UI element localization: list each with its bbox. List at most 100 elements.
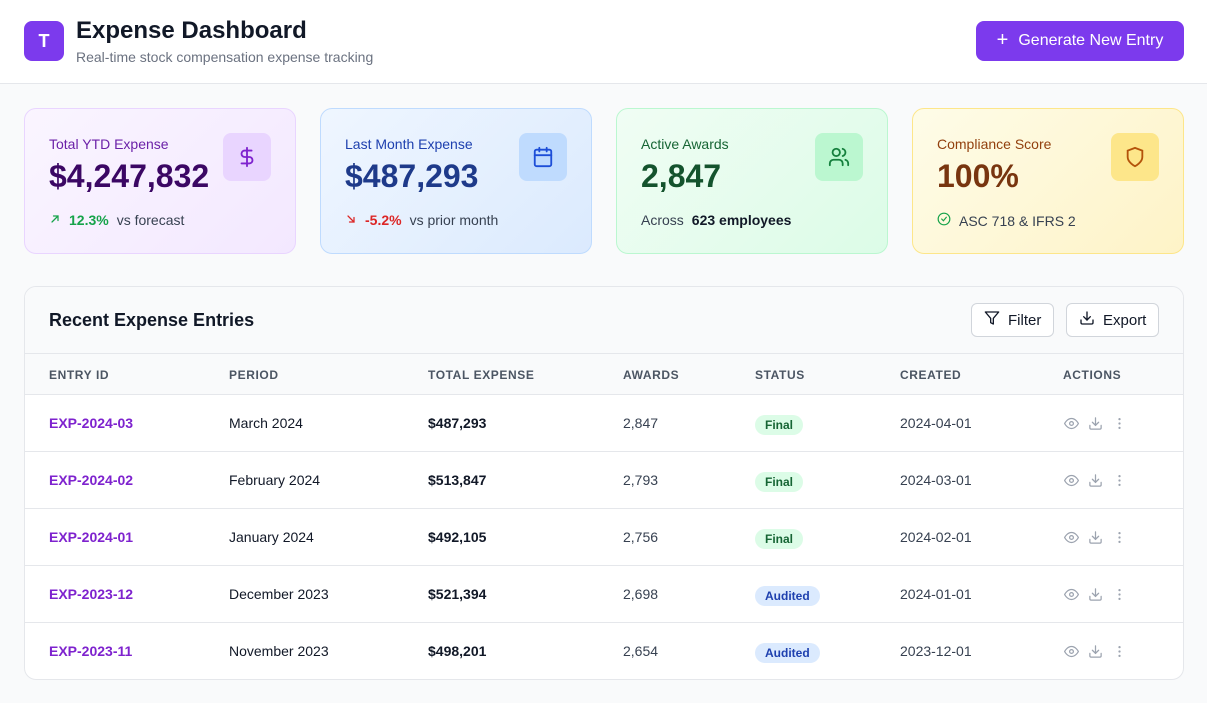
download-icon[interactable]: [1087, 586, 1103, 602]
period-cell: January 2024: [229, 529, 314, 545]
column-header-status[interactable]: STATUS: [755, 368, 805, 382]
users-icon: [815, 133, 863, 181]
delta-value: 12.3%: [69, 212, 109, 228]
status-badge: Final: [755, 415, 804, 435]
created-cell: 2024-01-01: [900, 586, 972, 602]
column-header-total-expense[interactable]: TOTAL EXPENSE: [428, 368, 535, 382]
column-header-awards[interactable]: AWARDS: [623, 368, 680, 382]
card-value: $487,293: [345, 158, 479, 194]
total-expense-cell: $513,847: [428, 472, 487, 488]
card-value: 100%: [937, 158, 1019, 194]
employees-prefix: Across: [641, 212, 684, 228]
row-actions: [1063, 529, 1127, 545]
eye-icon[interactable]: [1063, 415, 1079, 431]
eye-icon[interactable]: [1063, 529, 1079, 545]
download-icon: [1079, 310, 1095, 330]
row-actions: [1063, 472, 1127, 488]
eye-icon[interactable]: [1063, 586, 1079, 602]
status-badge: Audited: [755, 643, 820, 663]
table-row[interactable]: EXP-2024-01 January 2024 $492,105 2,756 Fina…: [25, 509, 1183, 566]
period-cell: November 2023: [229, 643, 329, 659]
shield-icon: [1111, 133, 1159, 181]
more-vertical-icon[interactable]: [1111, 529, 1127, 545]
filter-icon: [984, 310, 1000, 330]
download-icon[interactable]: [1087, 472, 1103, 488]
period-cell: March 2024: [229, 415, 303, 431]
more-vertical-icon[interactable]: [1111, 472, 1127, 488]
trend-up-icon: [49, 212, 61, 228]
card-label: Compliance Score: [937, 136, 1052, 152]
export-label: Export: [1103, 311, 1147, 329]
created-cell: 2023-12-01: [900, 643, 972, 659]
card-label: Active Awards: [641, 136, 729, 152]
card-label: Total YTD Expense: [49, 136, 169, 152]
card-footer: ASC 718 & IFRS 2: [937, 212, 1076, 229]
total-expense-cell: $498,201: [428, 643, 487, 659]
last-month-expense-card: Last Month Expense $487,293 -5.2% vs pri…: [320, 108, 592, 254]
entry-id-link[interactable]: EXP-2024-01: [49, 529, 134, 545]
compliance-standards: ASC 718 & IFRS 2: [959, 212, 1076, 229]
expense-entries-table: Recent Expense Entries Filter Export ENT…: [24, 286, 1184, 680]
entry-id-link[interactable]: EXP-2023-11: [49, 643, 133, 659]
awards-cell: 2,654: [623, 643, 659, 659]
column-header-row: ENTRY ID PERIOD TOTAL EXPENSE AWARDS STA…: [25, 354, 1183, 395]
status-badge: Final: [755, 472, 804, 492]
status-badge: Final: [755, 529, 804, 549]
created-cell: 2024-04-01: [900, 415, 972, 431]
card-footer: 12.3% vs forecast: [49, 212, 184, 228]
more-vertical-icon[interactable]: [1111, 643, 1127, 659]
more-vertical-icon[interactable]: [1111, 586, 1127, 602]
column-header-period[interactable]: PERIOD: [229, 368, 279, 382]
delta-caption: vs forecast: [116, 212, 185, 228]
delta-caption: vs prior month: [409, 212, 499, 228]
table-row[interactable]: EXP-2023-12 December 2023 $521,394 2,698 Aud…: [25, 566, 1183, 623]
status-badge: Audited: [755, 586, 820, 606]
period-cell: February 2024: [229, 472, 321, 488]
table-row[interactable]: EXP-2024-02 February 2024 $513,847 2,793 Fin…: [25, 452, 1183, 509]
eye-icon[interactable]: [1063, 472, 1079, 488]
awards-cell: 2,847: [623, 415, 659, 431]
total-expense-cell: $521,394: [428, 586, 487, 602]
dollar-icon: [223, 133, 271, 181]
total-expense-cell: $492,105: [428, 529, 487, 545]
created-cell: 2024-03-01: [900, 472, 972, 488]
row-actions: [1063, 586, 1127, 602]
generate-new-entry-button[interactable]: + Generate New Entry: [976, 21, 1184, 61]
row-actions: [1063, 415, 1127, 431]
ytd-expense-card: Total YTD Expense $4,247,832 12.3% vs fo…: [24, 108, 296, 254]
download-icon[interactable]: [1087, 529, 1103, 545]
entry-id-link[interactable]: EXP-2024-02: [49, 472, 134, 488]
awards-cell: 2,698: [623, 586, 659, 602]
page-subtitle: Real-time stock compensation expense tra…: [76, 49, 374, 65]
table-row[interactable]: EXP-2024-03 March 2024 $487,293 2,847 Final 2…: [25, 395, 1183, 452]
entry-id-link[interactable]: EXP-2024-03: [49, 415, 134, 431]
awards-cell: 2,756: [623, 529, 659, 545]
card-label: Last Month Expense: [345, 136, 473, 152]
filter-button[interactable]: Filter: [971, 303, 1054, 337]
generate-new-entry-label: Generate New Entry: [1018, 32, 1164, 49]
delta-value: -5.2%: [365, 212, 402, 228]
table-row[interactable]: EXP-2023-11 November 2023 $498,201 2,654 Aud…: [25, 623, 1183, 679]
column-header-entry-id[interactable]: ENTRY ID: [49, 368, 110, 382]
eye-icon[interactable]: [1063, 643, 1079, 659]
table-title: Recent Expense Entries: [49, 310, 255, 330]
download-icon[interactable]: [1087, 415, 1103, 431]
column-header-created[interactable]: CREATED: [900, 368, 962, 382]
app-logo: T: [24, 21, 64, 61]
total-expense-cell: $487,293: [428, 415, 487, 431]
export-button[interactable]: Export: [1066, 303, 1159, 337]
table-header: Recent Expense Entries Filter Export: [25, 287, 1183, 354]
card-footer: Across 623 employees: [641, 212, 791, 228]
employee-count: 623 employees: [691, 212, 792, 228]
trend-down-icon: [345, 212, 357, 228]
compliance-score-card: Compliance Score 100% ASC 718 & IFRS 2: [912, 108, 1184, 254]
download-icon[interactable]: [1087, 643, 1103, 659]
check-circle-icon: [937, 212, 951, 229]
plus-icon: +: [996, 29, 1009, 51]
more-vertical-icon[interactable]: [1111, 415, 1127, 431]
awards-cell: 2,793: [623, 472, 659, 488]
entry-id-link[interactable]: EXP-2023-12: [49, 586, 134, 602]
row-actions: [1063, 643, 1127, 659]
card-value: 2,847: [641, 158, 722, 194]
column-header-actions: ACTIONS: [1063, 368, 1122, 382]
